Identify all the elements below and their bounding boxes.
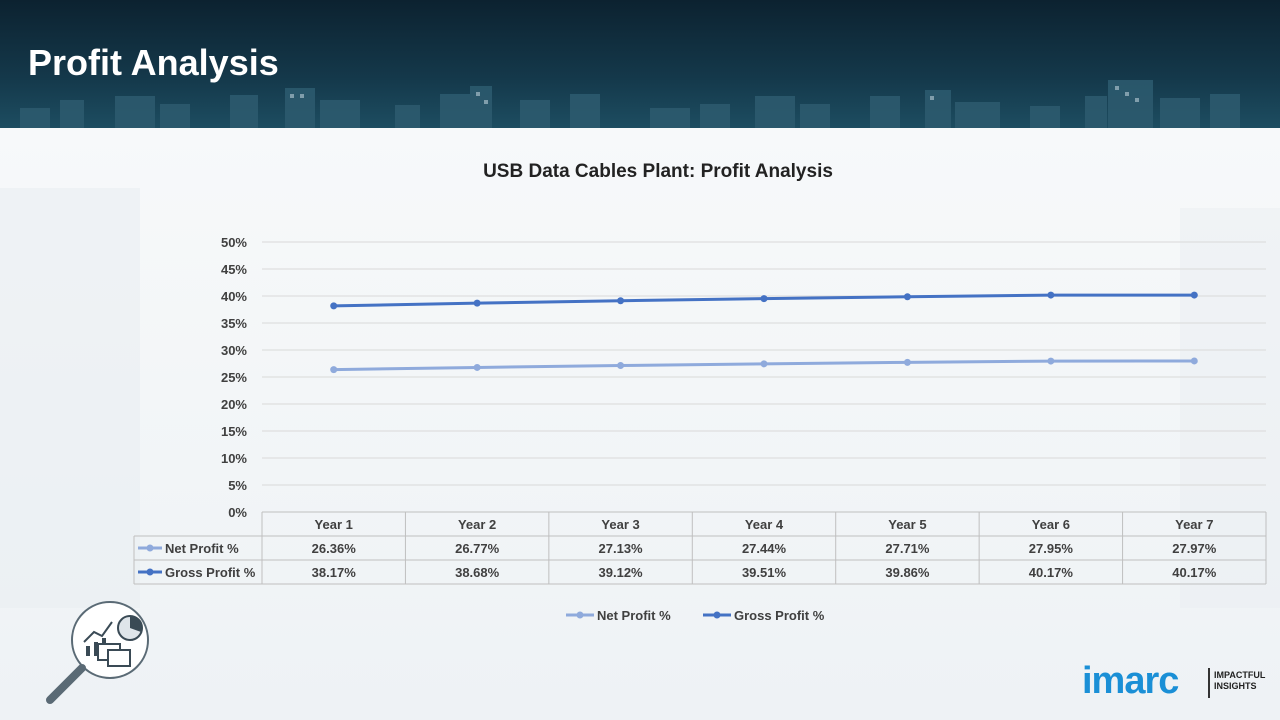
data-point [1190, 291, 1198, 299]
table-cell-value: 38.17% [312, 565, 357, 580]
x-category-label: Year 1 [315, 517, 353, 532]
city-skyline [20, 80, 1240, 128]
legend-key-marker [713, 611, 721, 619]
table-cell-value: 26.36% [312, 541, 357, 556]
table-cell-value: 38.68% [455, 565, 500, 580]
table-cell-value: 39.51% [742, 565, 787, 580]
data-point [617, 361, 625, 369]
data-point [1190, 357, 1198, 365]
y-tick-label: 30% [221, 343, 247, 358]
logo-tagline: IMPACTFUL INSIGHTS [1214, 670, 1265, 692]
data-point [760, 360, 768, 368]
y-tick-label: 40% [221, 289, 247, 304]
table-cell-value: 27.95% [1029, 541, 1074, 556]
data-point [903, 293, 911, 301]
background-panel [1180, 208, 1280, 608]
content-area [0, 128, 1280, 720]
y-tick-label: 0% [228, 505, 247, 520]
legend-key-marker [576, 611, 584, 619]
x-category-label: Year 3 [601, 517, 639, 532]
y-tick-label: 20% [221, 397, 247, 412]
y-tick-label: 10% [221, 451, 247, 466]
data-point [1047, 291, 1055, 299]
header-banner: Profit Analysis [0, 0, 1280, 128]
y-tick-label: 50% [221, 235, 247, 250]
data-point [903, 358, 911, 366]
y-tick-label: 25% [221, 370, 247, 385]
data-point [617, 297, 625, 305]
legend-label: Net Profit % [597, 608, 671, 623]
logo-tagline-line-2: INSIGHTS [1214, 681, 1257, 691]
data-point [330, 366, 338, 374]
background-panel [0, 188, 140, 608]
x-category-label: Year 6 [1032, 517, 1070, 532]
table-cell-value: 27.97% [1172, 541, 1217, 556]
data-point [1047, 357, 1055, 365]
y-tick-label: 35% [221, 316, 247, 331]
legend-label: Gross Profit % [734, 608, 825, 623]
data-point [330, 302, 338, 310]
data-point [473, 299, 481, 307]
table-legend-key-marker [146, 568, 154, 576]
logo-wordmark: imarc [1082, 660, 1179, 702]
chart-title: USB Data Cables Plant: Profit Analysis [483, 161, 833, 182]
table-legend-key-marker [146, 544, 154, 552]
imarc-logo: imarc IMPACTFUL INSIGHTS [1082, 660, 1265, 704]
x-category-label: Year 4 [745, 517, 784, 532]
table-cell-value: 27.44% [742, 541, 787, 556]
logo-divider [1208, 668, 1210, 698]
table-cell-value: 27.71% [885, 541, 930, 556]
table-series-name: Net Profit % [165, 541, 239, 556]
magnifier-chart-icon [42, 600, 154, 712]
page-title: Profit Analysis [28, 42, 279, 83]
y-tick-label: 15% [221, 424, 247, 439]
table-cell-value: 40.17% [1029, 565, 1074, 580]
table-series-name: Gross Profit % [165, 565, 256, 580]
table-cell-value: 26.77% [455, 541, 500, 556]
logo-tagline-line-1: IMPACTFUL [1214, 670, 1266, 680]
y-tick-label: 5% [228, 478, 247, 493]
table-cell-value: 40.17% [1172, 565, 1217, 580]
x-category-label: Year 7 [1175, 517, 1213, 532]
table-cell-value: 27.13% [599, 541, 644, 556]
x-category-label: Year 5 [888, 517, 926, 532]
y-tick-label: 45% [221, 262, 247, 277]
data-point [473, 363, 481, 371]
table-cell-value: 39.86% [885, 565, 930, 580]
data-point [760, 295, 768, 303]
x-category-label: Year 2 [458, 517, 496, 532]
table-cell-value: 39.12% [599, 565, 644, 580]
